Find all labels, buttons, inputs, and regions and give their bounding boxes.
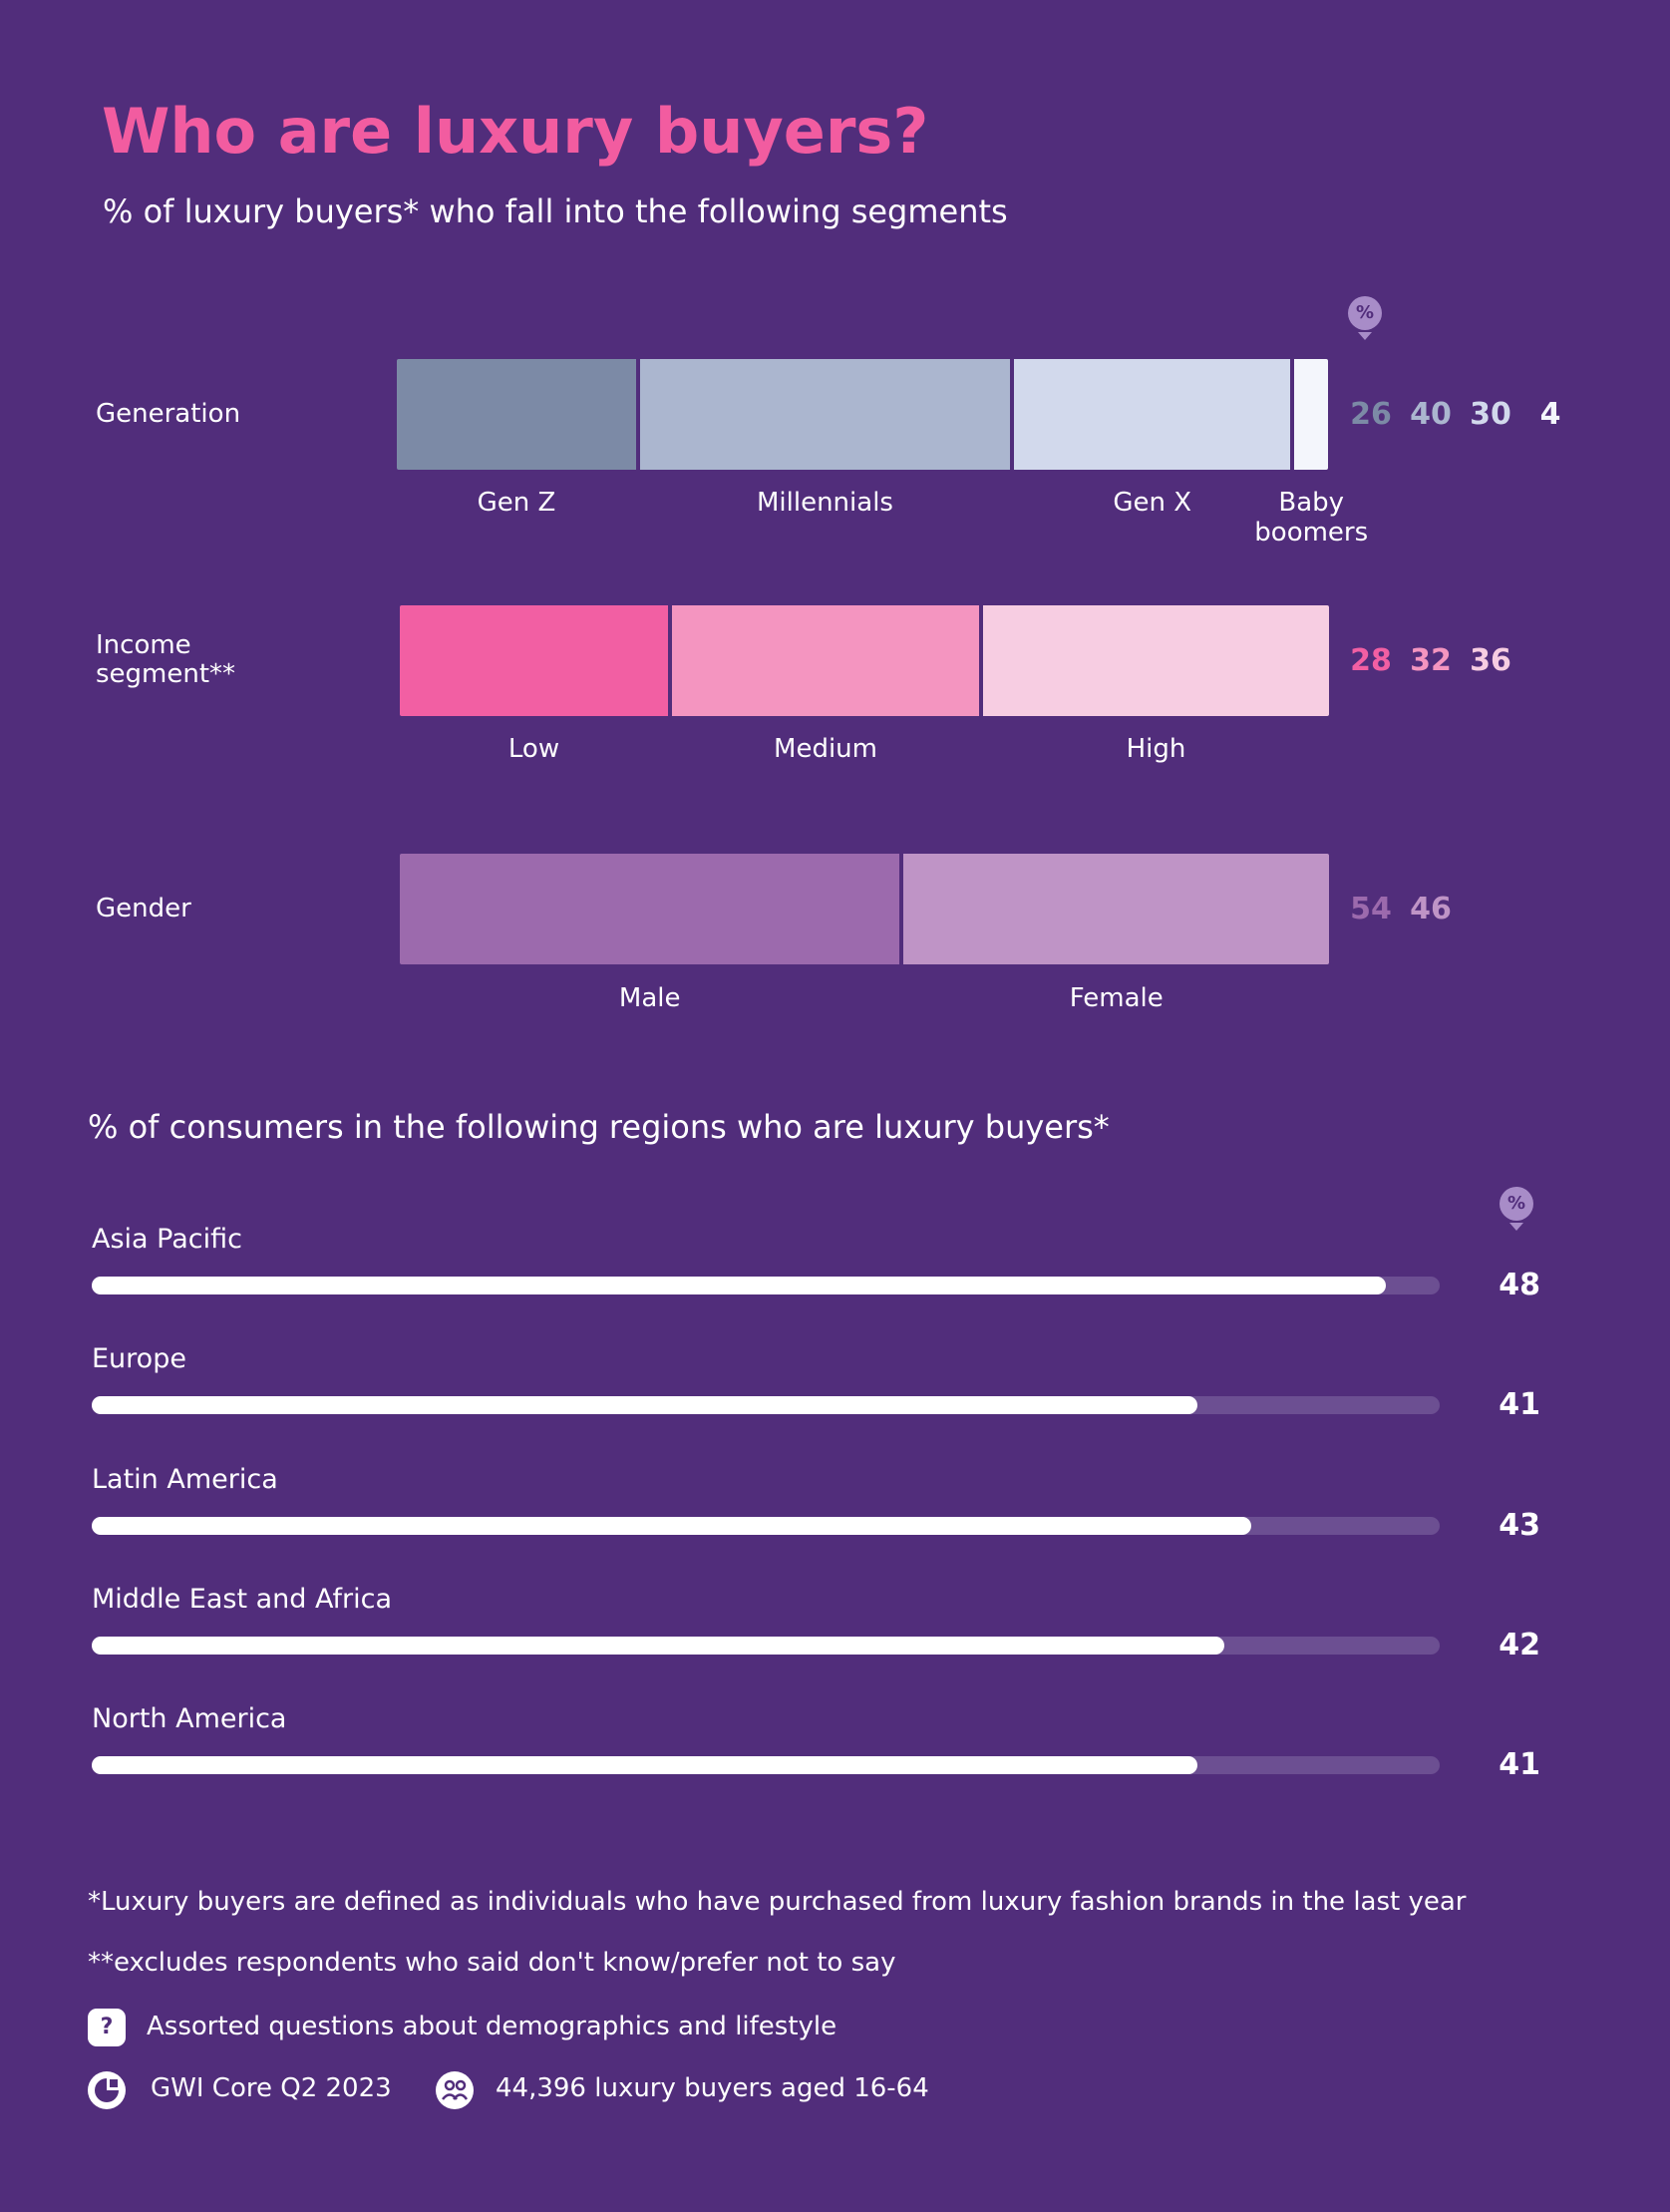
value-label: 26: [1350, 396, 1392, 432]
footnote: *Luxury buyers are defined as individual…: [88, 1887, 1467, 1917]
group-label: Gender: [96, 893, 191, 923]
segment-label: Gen X: [1113, 488, 1192, 518]
bar-segment: [981, 603, 1331, 718]
dataset-text: GWI Core Q2 2023: [151, 2073, 392, 2103]
segment-label: Low: [507, 734, 560, 764]
value-label: 41: [1499, 1387, 1540, 1422]
value-label: 30: [1470, 396, 1511, 432]
segment-label: Gen Z: [477, 488, 556, 518]
title: Who are luxury buyers?: [102, 95, 929, 168]
question-text: Assorted questions about demographics an…: [147, 2012, 837, 2041]
segment-label: Male: [618, 983, 681, 1013]
group-label: Income segment**: [96, 629, 236, 690]
bar: [92, 1756, 1197, 1774]
bar-segment: [637, 357, 1013, 472]
bar-segment: [398, 603, 670, 718]
category-label: Europe: [92, 1343, 186, 1375]
category-label: Asia Pacific: [92, 1224, 242, 1255]
segment-label: Female: [1069, 983, 1164, 1013]
dataset-icon: [88, 2071, 126, 2109]
bar: [92, 1636, 1224, 1655]
value-label: 4: [1539, 396, 1561, 432]
value-label: 28: [1350, 642, 1392, 678]
value-label: 42: [1499, 1627, 1540, 1662]
question-icon: ?: [88, 2009, 126, 2046]
value-label: 48: [1499, 1267, 1540, 1302]
segment-label: Baby boomers: [1254, 488, 1369, 548]
bar: [92, 1516, 1251, 1535]
segment-label: High: [1126, 734, 1186, 764]
sample-text: 44,396 luxury buyers aged 16-64: [496, 2073, 929, 2103]
sample-icon: [436, 2071, 474, 2109]
bar-segment: [901, 852, 1331, 966]
bar: [92, 1396, 1197, 1415]
value-label: 43: [1499, 1507, 1540, 1543]
category-label: North America: [92, 1703, 287, 1734]
subtitle: % of luxury buyers* who fall into the fo…: [103, 192, 1008, 230]
value-label: 54: [1350, 891, 1392, 926]
segment-label: Millennials: [756, 488, 893, 518]
value-label: 46: [1410, 891, 1452, 926]
group-label: Generation: [96, 398, 241, 429]
bar-segment: [395, 357, 638, 472]
value-label: 40: [1410, 396, 1452, 432]
bar-segment: [398, 852, 902, 966]
unit-badge: %: [1500, 1187, 1533, 1231]
category-label: Middle East and Africa: [92, 1583, 392, 1615]
segment-label: Medium: [774, 734, 877, 764]
unit-badge: %: [1348, 296, 1382, 340]
subtitle: % of consumers in the following regions …: [88, 1108, 1110, 1146]
bar-segment: [670, 603, 981, 718]
value-label: 41: [1499, 1746, 1540, 1782]
bar: [92, 1277, 1386, 1294]
value-label: 32: [1410, 642, 1452, 678]
category-label: Latin America: [92, 1463, 278, 1495]
bar-segment: [1012, 357, 1293, 472]
bar-segment: [1292, 357, 1330, 472]
value-label: 36: [1470, 642, 1511, 678]
footnote: **excludes respondents who said don't kn…: [88, 1948, 896, 1978]
